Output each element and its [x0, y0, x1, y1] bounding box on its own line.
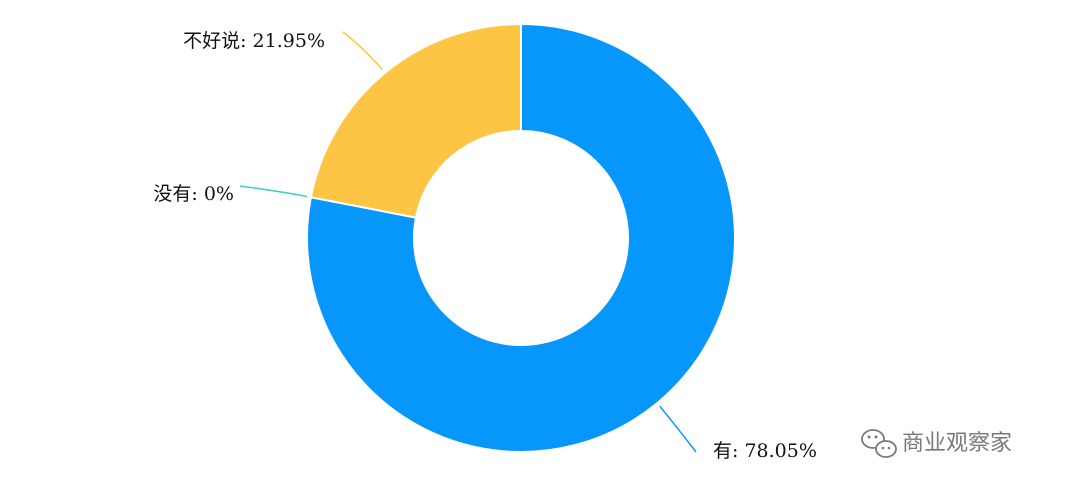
leader-line-1	[239, 185, 308, 198]
watermark-text: 商业观察家	[902, 431, 1012, 456]
slice-2	[309, 22, 522, 219]
slice-label-2: 不好说: 21.95%	[183, 30, 325, 52]
leader-line-0	[659, 405, 697, 453]
leader-line-2	[342, 31, 383, 71]
wechat-icon	[861, 429, 897, 458]
slice-label-0: 有: 78.05%	[713, 440, 817, 462]
slice-0	[306, 22, 736, 453]
slice-label-1: 没有: 0%	[153, 183, 234, 205]
